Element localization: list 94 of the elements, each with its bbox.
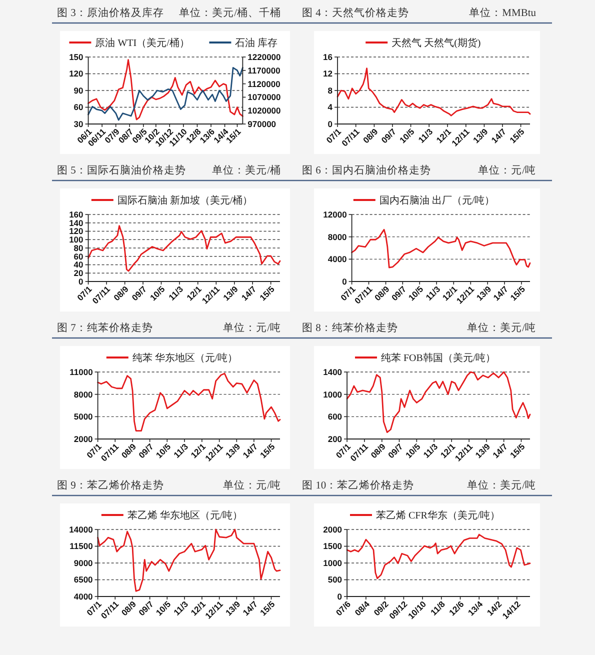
chart-subtitle: 单位：美元/桶、千桶: [179, 6, 281, 19]
y-tick-label: 30: [74, 118, 84, 129]
legend-label: 纯苯 华东地区（元/吨）: [132, 352, 238, 364]
chart-subtitle: 单位：美元/吨: [467, 478, 536, 492]
y-tick-label: 40: [74, 260, 84, 270]
chart-title: 图 10：苯乙烯价格走势: [302, 478, 414, 492]
y-tick-label: 1400: [323, 366, 342, 377]
y-tick-label: 2000: [323, 524, 342, 534]
y-tick-label: 14000: [69, 524, 94, 534]
y-tick-label: 600: [328, 412, 342, 422]
line-series: [97, 528, 281, 592]
y-tick-label: 16: [323, 52, 333, 62]
y-tick-label: 0: [337, 591, 342, 602]
chart-subtitle: 单位：美元/吨: [467, 321, 536, 334]
y2-tick-label: 1220000: [248, 52, 282, 62]
x-tick-label: 11/3: [166, 284, 186, 302]
x-tick-label: 08/9: [372, 284, 392, 303]
y2-tick-label: 1170000: [248, 65, 281, 76]
y-tick-label: 8: [328, 85, 333, 96]
y-tick-label: 500: [328, 574, 342, 585]
y-tick-label: 100: [69, 234, 84, 245]
chart-subtitle: 单位：元/吨: [478, 164, 536, 176]
x-tick-label: 11/3: [172, 598, 190, 618]
x-tick-label: 11/3: [424, 284, 442, 302]
y-tick-label: 11000: [70, 366, 94, 377]
y-tick-label: 1000: [323, 389, 342, 400]
y-tick-label: 160: [69, 209, 84, 220]
x-tick-label: 08/9: [112, 284, 131, 303]
y-tick-label: 60: [74, 251, 84, 262]
legend-label: 国内石脑油 出厂（元/吨）: [379, 194, 495, 206]
y-tick-label: 5000: [74, 412, 94, 422]
chart-subtitle: 单位：美元/桶: [212, 164, 281, 176]
x-tick-label: 08/9: [368, 441, 388, 460]
y-tick-label: 0: [328, 118, 333, 129]
legend-label: 石油 库存: [235, 37, 278, 49]
y-tick-label: 2000: [74, 434, 94, 444]
legend-label: 苯乙烯 CFR华东（美元/吨）: [376, 510, 500, 522]
chart-title: 图 7：纯苯价格走势: [57, 321, 153, 334]
y2-tick-label: 970000: [248, 118, 276, 129]
line-series: [97, 372, 281, 432]
x-tick-label: 08/9: [119, 441, 138, 460]
y-tick-label: 80: [74, 242, 84, 253]
y-tick-label: 4000: [328, 254, 348, 264]
y-tick-label: 8000: [74, 389, 94, 400]
chart-title: 图 9：苯乙烯价格走势: [57, 478, 164, 492]
x-tick-label: 08/9: [119, 598, 138, 618]
y-tick-label: 60: [74, 102, 84, 112]
y-tick-label: 4: [328, 102, 333, 112]
y-tick-label: 9000: [74, 558, 94, 568]
y-tick-label: 0: [342, 276, 348, 286]
legend-label: 天然气 天然气(期货): [392, 37, 481, 49]
chart-title: 图 4：天然气价格走势: [302, 6, 409, 19]
x-tick-label: 08/9: [360, 126, 380, 146]
y-tick-label: 11500: [70, 541, 94, 552]
y-tick-label: 8000: [328, 232, 348, 242]
y2-tick-label: 1120000: [248, 78, 281, 89]
y-tick-label: 120: [69, 226, 84, 236]
y-tick-label: 140: [69, 218, 84, 228]
x-tick-label: 07/1: [75, 284, 94, 303]
x-tick-label: 11/3: [172, 441, 190, 460]
chart-title: 图 6：国内石脑油价格走势: [302, 164, 431, 176]
legend-label: 原油 WTI（美元/桶）: [95, 37, 190, 49]
y2-tick-label: 1070000: [248, 92, 282, 102]
legend-label: 纯苯 FOB韩国（美元/吨）: [381, 352, 496, 364]
y-tick-label: 150: [69, 52, 84, 62]
chart-subtitle: 单位：元/吨: [223, 321, 281, 334]
y-tick-label: 120: [69, 68, 84, 79]
y-tick-label: 90: [74, 85, 84, 96]
legend-label: 苯乙烯 华东地区（元/吨）: [127, 510, 243, 522]
line-series: [346, 534, 531, 580]
chart-title: 图 5：国际石脑油价格走势: [57, 164, 186, 176]
line-series: [336, 68, 531, 116]
x-tick-label: 11/3: [421, 441, 440, 460]
line-series: [351, 228, 531, 268]
y-tick-label: 12000: [323, 209, 348, 220]
chart-subtitle: 单位：元/吨: [223, 478, 281, 492]
chart-title: 图 3：原油价格及库存: [57, 6, 164, 19]
y-tick-label: 0: [78, 276, 84, 286]
y-tick-label: 4000: [74, 591, 94, 602]
y-tick-label: 200: [328, 434, 342, 444]
y2-tick-label: 1020000: [248, 106, 282, 116]
y-tick-label: 20: [74, 268, 84, 278]
y-tick-label: 1500: [323, 541, 342, 552]
x-tick-label: 07/6: [334, 598, 353, 618]
chart-title: 图 8：纯苯价格走势: [302, 321, 398, 334]
x-tick-label: 07/1: [324, 126, 344, 146]
line-series: [346, 371, 531, 433]
line-series: [88, 225, 281, 272]
y-tick-label: 1000: [323, 558, 342, 568]
y-tick-label: 12: [323, 68, 333, 79]
legend-label: 国际石脑油 新加坡（美元/桶）: [117, 194, 253, 206]
chart-subtitle: 单位：MMBtu: [469, 6, 537, 19]
x-tick-label: 11/3: [416, 126, 435, 145]
y-tick-label: 6500: [74, 574, 94, 585]
